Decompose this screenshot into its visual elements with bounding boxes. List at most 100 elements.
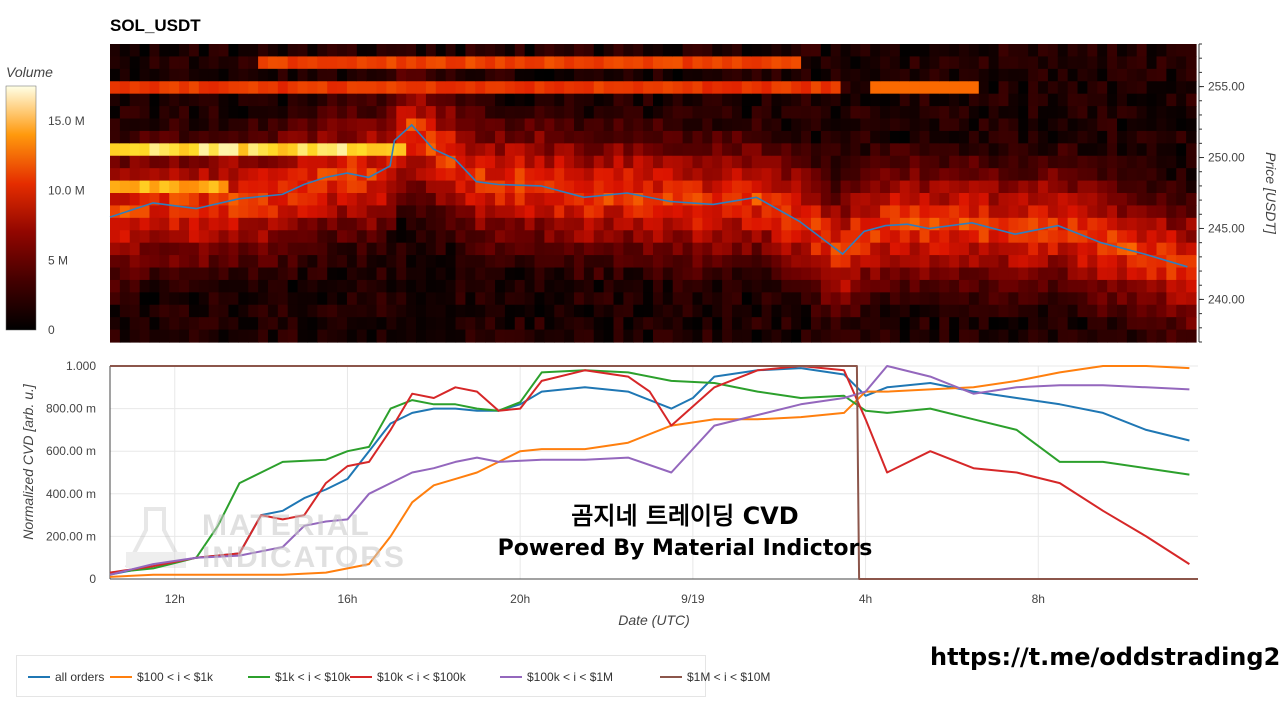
heatmap-cell: [1186, 317, 1197, 331]
heatmap-cell: [169, 93, 180, 107]
heatmap-cell: [425, 230, 437, 244]
heatmap-cell: [376, 193, 388, 207]
legend-item[interactable]: $10k < i < $100k: [350, 670, 466, 684]
heatmap-cell: [682, 242, 694, 256]
legend-item[interactable]: $1k < i < $10k: [248, 670, 350, 684]
heatmap-cell: [287, 205, 299, 219]
heatmap-cell: [317, 155, 328, 169]
heatmap-cell: [1097, 81, 1108, 95]
legend-item[interactable]: $100k < i < $1M: [500, 670, 613, 684]
heatmap-cell: [248, 130, 259, 144]
heatmap-cell: [1186, 118, 1197, 132]
heatmap-cell: [366, 68, 378, 82]
heatmap-cell: [603, 329, 615, 343]
heatmap-cell: [1186, 230, 1197, 244]
heatmap-cell: [939, 255, 950, 269]
heatmap-cell: [692, 93, 703, 107]
heatmap-cell: [485, 317, 496, 331]
heatmap-cell: [495, 93, 506, 107]
heatmap-cell: [366, 242, 378, 256]
heatmap-cell: [327, 242, 338, 256]
heatmap-cell: [297, 168, 309, 182]
heatmap-cell: [712, 44, 723, 58]
heatmap-cell: [416, 118, 427, 132]
heatmap-cell: [603, 81, 615, 95]
heatmap-cell: [317, 193, 328, 207]
legend-item[interactable]: all orders: [28, 670, 104, 684]
heatmap-cell: [672, 81, 684, 95]
heatmap-cell: [208, 304, 220, 318]
heatmap-cell: [435, 242, 447, 256]
heatmap-cell: [228, 292, 239, 306]
heatmap-cell: [287, 130, 299, 144]
heatmap-cell: [258, 292, 269, 306]
heatmap-cell: [870, 118, 881, 132]
heatmap-cell: [830, 106, 842, 120]
heatmap-cell: [149, 44, 160, 58]
heatmap-cell: [850, 267, 861, 281]
heatmap-cell: [554, 292, 565, 306]
heatmap-cell: [188, 106, 200, 120]
heatmap-cell: [929, 118, 940, 132]
heatmap-cell: [514, 93, 526, 107]
heatmap-cell: [880, 68, 891, 82]
heatmap-cell: [761, 168, 773, 182]
heatmap-cell: [396, 56, 407, 70]
heatmap-cell: [1077, 44, 1088, 58]
heatmap-cell: [731, 217, 743, 231]
heatmap-cell: [751, 106, 763, 120]
heatmap-cell: [1166, 205, 1177, 219]
heatmap-cell: [337, 118, 348, 132]
heatmap-cell: [169, 242, 180, 256]
heatmap-cell: [840, 180, 852, 194]
heatmap-cell: [810, 56, 822, 70]
heatmap-cell: [366, 304, 378, 318]
heatmap-cell: [544, 279, 555, 293]
heatmap-cell: [564, 168, 575, 182]
heatmap-cell: [781, 44, 792, 58]
heatmap-cell: [722, 143, 733, 157]
heatmap-cell: [949, 230, 960, 244]
heatmap-cell: [287, 193, 299, 207]
heatmap-cell: [840, 93, 852, 107]
heatmap-cell: [455, 230, 467, 244]
heatmap-cell: [692, 230, 703, 244]
heatmap-cell: [317, 242, 328, 256]
heatmap-cell: [702, 118, 713, 132]
heatmap-cell: [899, 106, 911, 120]
heatmap-cell: [633, 93, 644, 107]
heatmap-cell: [524, 292, 536, 306]
legend-item[interactable]: $1M < i < $10M: [660, 670, 770, 684]
heatmap-cell: [959, 68, 970, 82]
heatmap-cell: [1038, 68, 1049, 82]
heatmap-cell: [899, 81, 911, 95]
heatmap-cell: [1018, 267, 1029, 281]
heatmap-cell: [159, 44, 170, 58]
heatmap-cell: [139, 118, 151, 132]
heatmap-cell: [228, 93, 239, 107]
heatmap-cell: [287, 106, 299, 120]
heatmap-cell: [179, 205, 190, 219]
heatmap-cell: [771, 93, 782, 107]
heatmap-cell: [475, 106, 486, 120]
legend-item[interactable]: $100 < i < $1k: [110, 670, 213, 684]
heatmap-cell: [139, 93, 151, 107]
heatmap-cell: [110, 68, 121, 82]
heatmap-cell: [672, 267, 684, 281]
heatmap-cell: [277, 205, 289, 219]
heatmap-cell: [1057, 118, 1069, 132]
heatmap-cell: [672, 193, 684, 207]
heatmap-cell: [287, 168, 299, 182]
heatmap-cell: [820, 230, 832, 244]
heatmap-cell: [1057, 217, 1069, 231]
heatmap-cell: [820, 279, 832, 293]
heatmap-cell: [198, 155, 210, 169]
heatmap-cell: [761, 255, 773, 269]
heatmap-cell: [860, 267, 871, 281]
heatmap-cell: [238, 217, 249, 231]
heatmap-cell: [613, 143, 624, 157]
cvd-x-axis-label: Date (UTC): [618, 612, 690, 628]
heatmap-cell: [978, 168, 990, 182]
telegram-link[interactable]: https://t.me/oddstrading2: [930, 643, 1280, 671]
heatmap-cell: [820, 81, 832, 95]
